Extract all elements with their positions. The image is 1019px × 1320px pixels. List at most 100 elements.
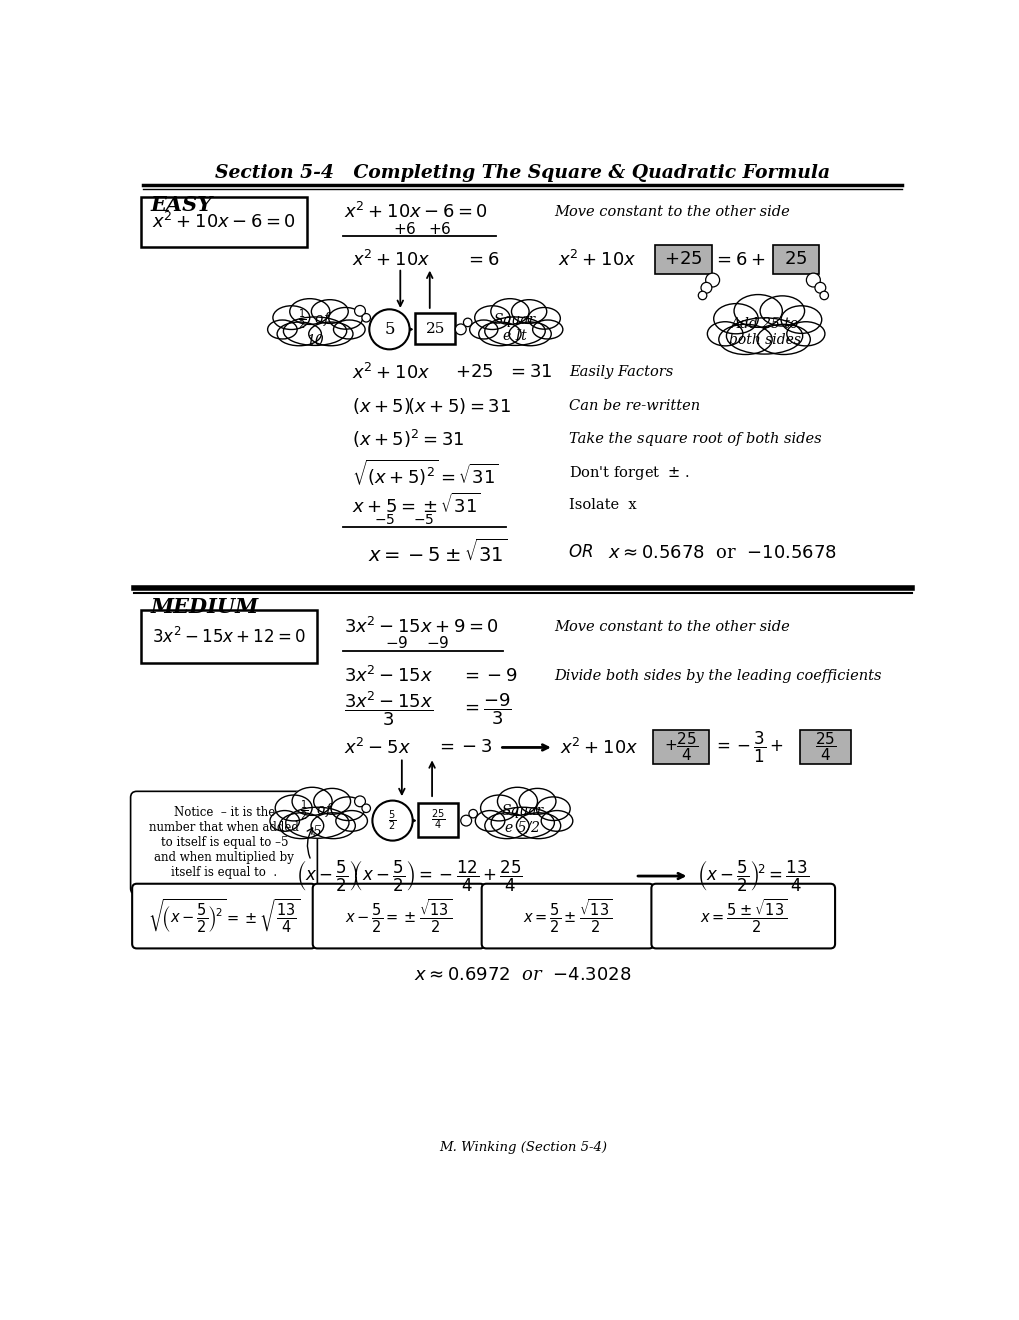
Circle shape	[461, 816, 471, 826]
Circle shape	[698, 292, 706, 300]
Text: $-9$: $-9$	[384, 635, 408, 652]
FancyBboxPatch shape	[141, 610, 317, 663]
Text: $x\approx0.6972$  or  $-4.3028$: $x\approx0.6972$ or $-4.3028$	[414, 966, 631, 983]
Text: $\sqrt{\!\left(x-\dfrac{5}{2}\right)^{\!2}}=\pm\sqrt{\dfrac{13}{4}}$: $\sqrt{\!\left(x-\dfrac{5}{2}\right)^{\!…	[148, 898, 301, 935]
Circle shape	[362, 314, 370, 322]
FancyBboxPatch shape	[132, 884, 316, 949]
FancyBboxPatch shape	[481, 884, 653, 949]
Text: $x=\dfrac{5}{2}\pm\dfrac{\sqrt{13}}{2}$: $x=\dfrac{5}{2}\pm\dfrac{\sqrt{13}}{2}$	[523, 898, 611, 935]
Text: $x+5=\pm\sqrt{31}$: $x+5=\pm\sqrt{31}$	[352, 492, 481, 517]
Ellipse shape	[335, 810, 367, 832]
Ellipse shape	[270, 810, 300, 832]
FancyBboxPatch shape	[141, 197, 307, 247]
Text: Take the square root of both sides: Take the square root of both sides	[569, 433, 821, 446]
Ellipse shape	[469, 319, 497, 339]
Circle shape	[700, 282, 711, 293]
Text: EASY: EASY	[151, 195, 213, 215]
Ellipse shape	[491, 808, 554, 838]
Ellipse shape	[314, 788, 351, 814]
Ellipse shape	[309, 322, 353, 346]
Text: $\frac{5}{2}$: $\frac{5}{2}$	[388, 808, 396, 833]
Ellipse shape	[478, 322, 521, 346]
Text: $OR$: $OR$	[568, 544, 592, 561]
Text: $x-\dfrac{5}{2}=\pm\dfrac{\sqrt{13}}{2}$: $x-\dfrac{5}{2}=\pm\dfrac{\sqrt{13}}{2}$	[344, 898, 451, 935]
Ellipse shape	[511, 300, 546, 323]
Text: $\dfrac{3x^2-15x}{3}$: $\dfrac{3x^2-15x}{3}$	[344, 689, 433, 729]
Ellipse shape	[333, 319, 365, 339]
Ellipse shape	[726, 318, 802, 354]
Text: $\left(x+5\right)^2=31$: $\left(x+5\right)^2=31$	[352, 429, 464, 450]
Ellipse shape	[490, 298, 529, 325]
FancyBboxPatch shape	[772, 244, 818, 275]
Text: 25: 25	[425, 322, 444, 335]
Text: $x=-5\pm\sqrt{31}$: $x=-5\pm\sqrt{31}$	[368, 539, 506, 566]
Text: Divide both sides by the leading coefficients: Divide both sides by the leading coeffic…	[553, 669, 880, 682]
Ellipse shape	[267, 319, 297, 339]
Text: Notice  – it is the
number that when added
to itself is equal to –5
and when mul: Notice – it is the number that when adde…	[150, 807, 299, 879]
Ellipse shape	[536, 797, 570, 821]
Text: $x\approx0.5678$  or  $-10.5678$: $x\approx0.5678$ or $-10.5678$	[607, 544, 836, 561]
Ellipse shape	[532, 319, 562, 339]
Ellipse shape	[279, 813, 323, 838]
Text: $3x^2-15x$: $3x^2-15x$	[344, 665, 433, 686]
Ellipse shape	[328, 308, 362, 329]
Text: Add 25 to
both sides: Add 25 to both sides	[728, 317, 800, 347]
FancyBboxPatch shape	[652, 730, 708, 763]
Ellipse shape	[484, 317, 545, 346]
Ellipse shape	[713, 304, 757, 334]
Text: $\dfrac{25}{4}$: $\dfrac{25}{4}$	[814, 730, 836, 763]
Text: MEDIUM: MEDIUM	[151, 598, 259, 618]
Text: $\frac{1}{2}$  of
10: $\frac{1}{2}$ of 10	[298, 308, 332, 348]
Text: $\frac{25}{4}$: $\frac{25}{4}$	[431, 808, 445, 832]
Text: $x^2+10x$: $x^2+10x$	[352, 249, 430, 271]
Text: $x^2-5x$: $x^2-5x$	[344, 738, 411, 758]
Ellipse shape	[311, 300, 347, 323]
Text: Can be re-written: Can be re-written	[569, 400, 700, 413]
Ellipse shape	[734, 294, 782, 327]
Ellipse shape	[311, 813, 355, 838]
Text: $+6$: $+6$	[428, 222, 451, 238]
Text: $25$: $25$	[784, 251, 807, 268]
Circle shape	[362, 804, 370, 813]
Text: $=-3$: $=-3$	[435, 738, 491, 756]
Text: $=6+$: $=6+$	[712, 251, 764, 269]
Text: $=-\dfrac{3}{1}+$: $=-\dfrac{3}{1}+$	[712, 730, 783, 766]
Text: Isolate  x: Isolate x	[569, 498, 636, 512]
Text: $x=\dfrac{5\pm\sqrt{13}}{2}$: $x=\dfrac{5\pm\sqrt{13}}{2}$	[699, 898, 787, 935]
Ellipse shape	[541, 810, 573, 832]
Text: $=\dfrac{-9}{3}$: $=\dfrac{-9}{3}$	[461, 692, 511, 727]
Ellipse shape	[519, 788, 555, 814]
Ellipse shape	[273, 306, 310, 330]
Ellipse shape	[277, 322, 321, 346]
Circle shape	[814, 282, 825, 293]
Ellipse shape	[474, 306, 510, 330]
Text: $x^2+10x$: $x^2+10x$	[557, 249, 635, 271]
Ellipse shape	[706, 322, 742, 346]
Text: $\sqrt{\left(x+5\right)^2}=\sqrt{31}$: $\sqrt{\left(x+5\right)^2}=\sqrt{31}$	[352, 457, 498, 488]
Text: $=31$: $=31$	[506, 363, 552, 381]
Ellipse shape	[497, 787, 537, 816]
Text: $x^2+10x-6=0$: $x^2+10x-6=0$	[344, 202, 488, 222]
Ellipse shape	[331, 797, 365, 821]
Ellipse shape	[718, 325, 771, 355]
Text: $\left(x-\dfrac{5}{2}\right)\!\!\left(x-\dfrac{5}{2}\right)=-\dfrac{12}{4}+\dfra: $\left(x-\dfrac{5}{2}\right)\!\!\left(x-…	[297, 858, 523, 894]
Ellipse shape	[291, 787, 332, 816]
Text: $+6$: $+6$	[392, 222, 416, 238]
Ellipse shape	[508, 322, 550, 346]
Text: $-9$: $-9$	[426, 635, 448, 652]
Text: Easily Factors: Easily Factors	[569, 366, 673, 379]
Text: $\left(x-\dfrac{5}{2}\right)^{\!2}=\dfrac{13}{4}$: $\left(x-\dfrac{5}{2}\right)^{\!2}=\dfra…	[696, 858, 808, 894]
Ellipse shape	[781, 306, 821, 334]
Ellipse shape	[528, 308, 559, 329]
Text: $=6$: $=6$	[465, 251, 498, 269]
Circle shape	[454, 323, 466, 335]
Circle shape	[705, 273, 718, 286]
Text: $-5$: $-5$	[374, 513, 394, 527]
Circle shape	[469, 809, 477, 818]
Text: $x^2+10x$: $x^2+10x$	[559, 738, 638, 758]
Text: $\left(x+5\right)\!\left(x+5\right)=31$: $\left(x+5\right)\!\left(x+5\right)=31$	[352, 396, 511, 416]
Circle shape	[819, 292, 827, 300]
Text: Don't forget  $\pm$ .: Don't forget $\pm$ .	[569, 463, 690, 482]
Ellipse shape	[759, 296, 804, 326]
Text: $=-9$: $=-9$	[461, 667, 517, 685]
